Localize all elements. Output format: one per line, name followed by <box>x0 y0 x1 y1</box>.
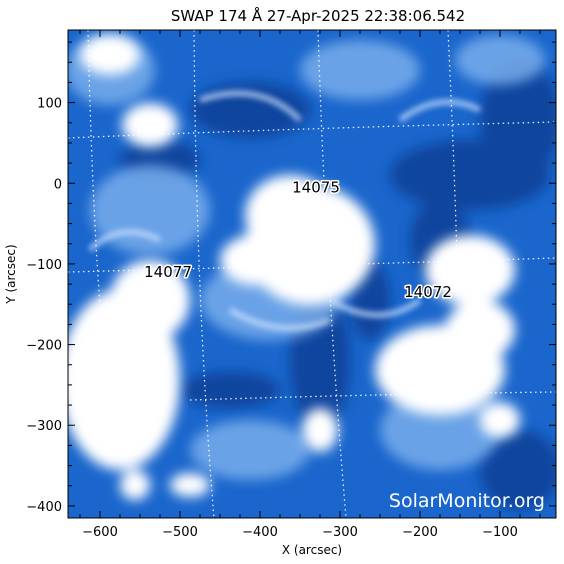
active-region-label: 14077 <box>144 263 192 281</box>
active-region-label: 14072 <box>404 283 452 301</box>
y-axis-label: Y (arcsec) <box>4 244 18 304</box>
y-tick-label: −200 <box>26 339 62 354</box>
x-tick-label: −400 <box>242 525 278 540</box>
active-region-label: 14075 <box>292 178 340 196</box>
watermark-text: SolarMonitor.org <box>389 490 545 512</box>
x-tick-label: −300 <box>322 525 358 540</box>
image-title: SWAP 174 Å 27-Apr-2025 22:38:06.542 <box>171 6 465 25</box>
y-tick-label: −400 <box>26 500 62 515</box>
solar-corona-image <box>68 30 556 518</box>
y-tick-label: −300 <box>26 419 62 434</box>
x-tick-label: −600 <box>82 525 118 540</box>
y-tick-label: −100 <box>26 258 62 273</box>
y-tick-label: 0 <box>54 177 62 192</box>
x-tick-label: −500 <box>162 525 198 540</box>
x-tick-label: −200 <box>402 525 438 540</box>
plot-frame <box>67 29 557 519</box>
x-axis-ticks: −600 −500 −400 −300 −200 −100 <box>79 30 541 540</box>
y-tick-label: 100 <box>37 97 62 112</box>
active-region-labels: 14075 14077 14072 <box>143 177 454 303</box>
x-tick-label: −100 <box>482 525 518 540</box>
y-axis-ticks: 100 0 −100 −200 −300 −400 <box>26 41 556 515</box>
heliographic-grid <box>68 30 556 518</box>
x-axis-label: X (arcsec) <box>282 543 342 557</box>
